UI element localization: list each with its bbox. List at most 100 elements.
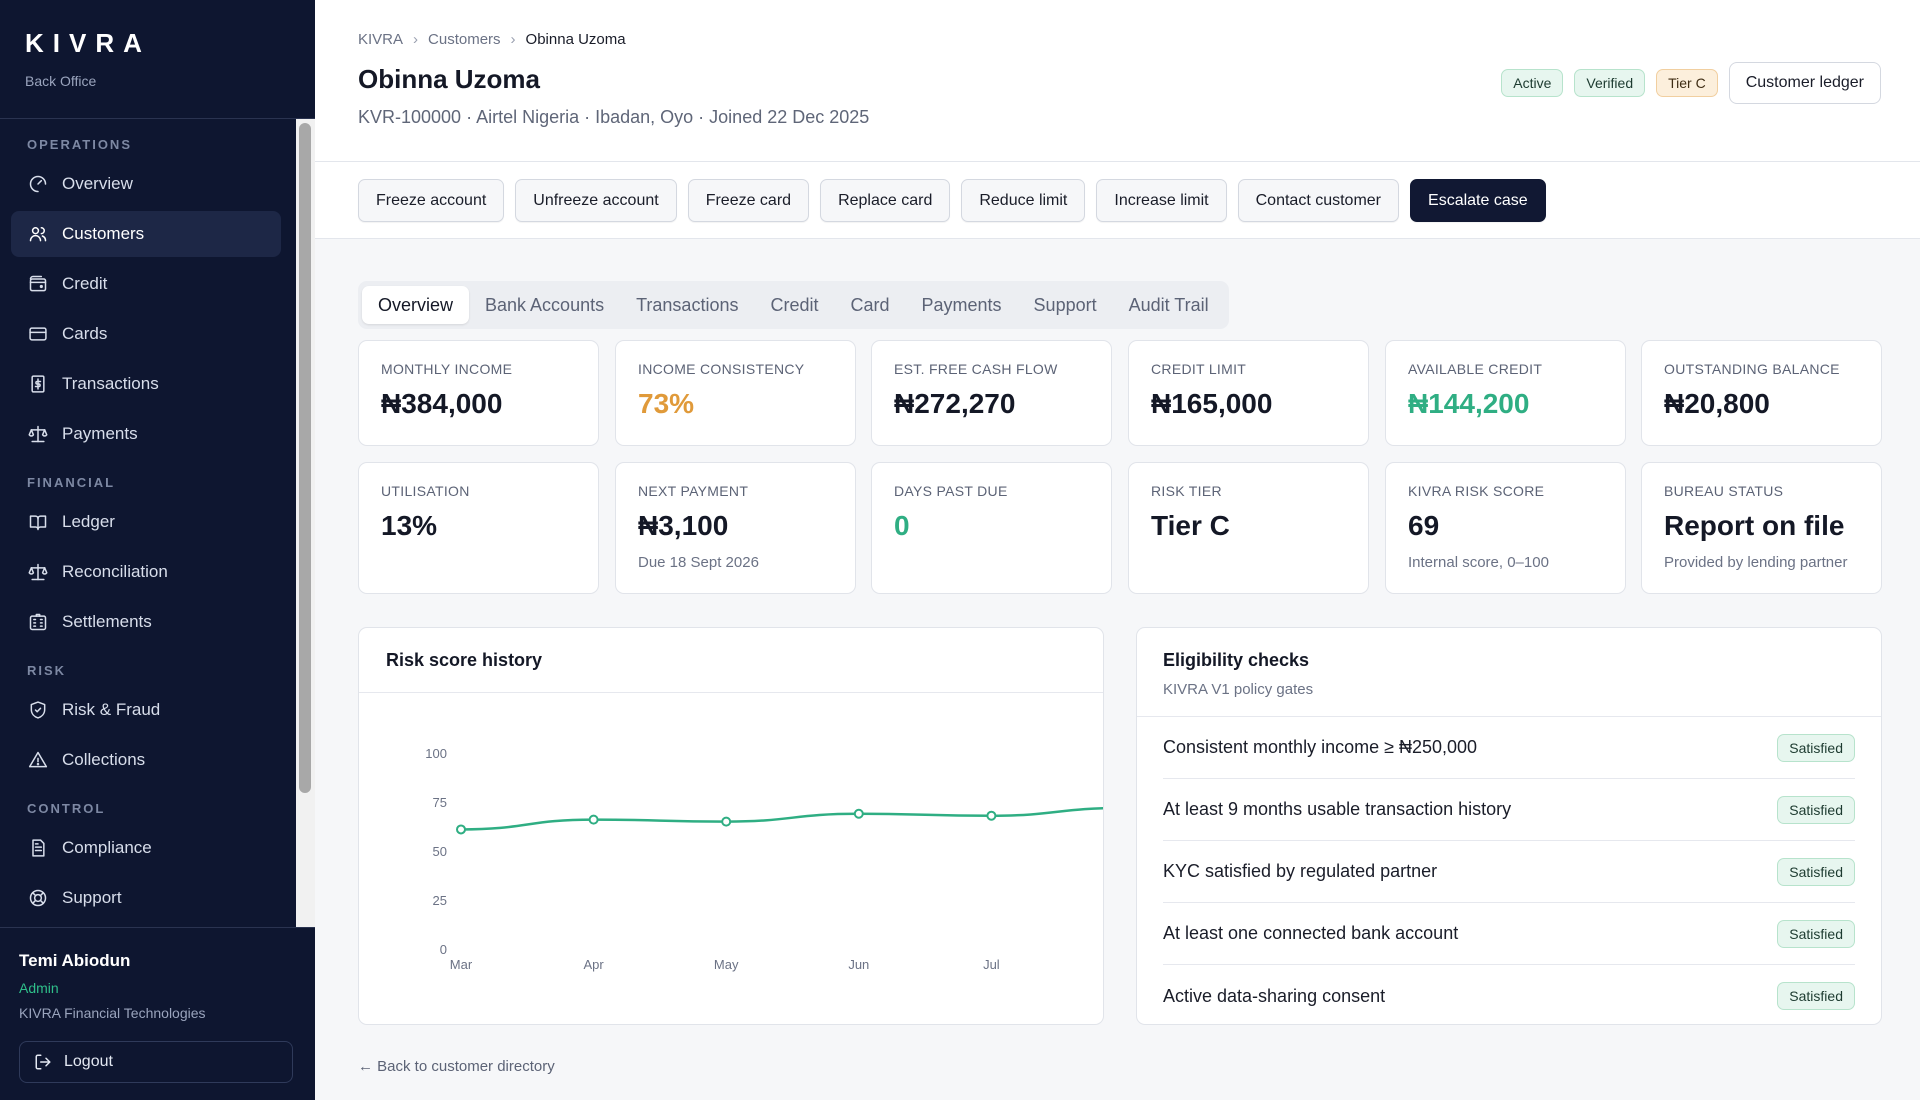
reduce-limit-button[interactable]: Reduce limit — [961, 179, 1086, 222]
freeze-card-button[interactable]: Freeze card — [687, 179, 810, 222]
metric-label: AVAILABLE CREDIT — [1408, 361, 1543, 377]
page-title: Obinna Uzoma — [358, 64, 541, 94]
metric-card-risk-tier: RISK TIER Tier C — [1128, 462, 1369, 594]
sidebar-item-label: Cards — [62, 324, 108, 343]
tab-transactions[interactable]: Transactions — [636, 295, 739, 315]
tab-overview[interactable]: Overview — [362, 286, 470, 324]
escalate-case-button[interactable]: Escalate case — [1410, 179, 1546, 222]
metric-card-next-payment: NEXT PAYMENT ₦3,100 Due 18 Sept 2026 — [615, 462, 856, 594]
breadcrumb: KIVRA › Customers › Obinna Uzoma — [358, 31, 626, 48]
sidebar-item-overview[interactable]: Overview — [11, 161, 281, 207]
receipt-icon — [31, 375, 45, 393]
metric-label: KIVRA RISK SCORE — [1408, 483, 1545, 499]
metric-value: 0 — [894, 510, 910, 541]
metric-label: BUREAU STATUS — [1664, 483, 1784, 499]
user-role: Admin — [19, 980, 59, 996]
x-tick-label: Apr — [583, 957, 604, 972]
metric-label: EST. FREE CASH FLOW — [894, 361, 1058, 377]
data-point[interactable] — [721, 816, 732, 827]
metric-value: 69 — [1408, 510, 1440, 541]
nav-section-heading: FINANCIAL — [27, 475, 116, 490]
sidebar-item-label: Support — [62, 888, 122, 907]
increase-limit-button[interactable]: Increase limit — [1096, 179, 1227, 222]
y-tick-label: 0 — [440, 942, 447, 957]
nav-section-heading: OPERATIONS — [27, 137, 132, 152]
sidebar-item-credit[interactable]: Credit — [11, 261, 281, 307]
brand-logo[interactable]: KIVRA — [25, 28, 151, 58]
metric-card-utilisation: UTILISATION 13% — [358, 462, 599, 594]
breadcrumb-kivra[interactable]: KIVRA — [358, 31, 404, 48]
tab-credit[interactable]: Credit — [770, 295, 819, 315]
metric-value: ₦384,000 — [381, 388, 503, 419]
sidebar-item-label: Collections — [62, 750, 146, 769]
tab-card[interactable]: Card — [850, 295, 890, 315]
action-bar: Freeze account Unfreeze account Freeze car… — [315, 162, 1920, 239]
tab-support[interactable]: Support — [1033, 295, 1097, 315]
risk-score-chart: 0255075100MarAprMayJunJulAug — [425, 746, 1103, 972]
x-tick-label: Mar — [450, 957, 473, 972]
document-icon — [32, 839, 45, 857]
unfreeze-account-button[interactable]: Unfreeze account — [515, 179, 677, 222]
metric-label: UTILISATION — [381, 483, 470, 499]
eligibility-criterion: At least 9 months usable transaction his… — [1163, 799, 1512, 819]
metric-value: ₦272,270 — [894, 388, 1016, 419]
page-header: KIVRA › Customers › Obinna Uzoma Obinna … — [315, 0, 1920, 162]
eligibility-criterion: At least one connected bank account — [1163, 923, 1459, 943]
sidebar-item-label: Overview — [62, 174, 133, 193]
data-point[interactable] — [456, 824, 466, 835]
breadcrumb-customers[interactable]: Customers — [428, 31, 501, 48]
scale-icon — [28, 563, 48, 581]
sidebar-item-collections[interactable]: Collections — [11, 737, 281, 783]
user-block: Temi Abiodun Admin KIVRA Financial Techn… — [0, 927, 315, 1100]
metric-value: 13% — [381, 510, 438, 541]
x-tick-label: May — [714, 957, 739, 972]
sidebar-item-label: Ledger — [62, 512, 115, 531]
sidebar-item-payments[interactable]: Payments — [11, 411, 281, 457]
metric-value: ₦144,200 — [1408, 388, 1530, 419]
metric-label: INCOME CONSISTENCY — [638, 361, 805, 377]
sidebar-item-compliance[interactable]: Compliance — [11, 825, 281, 871]
contact-customer-button[interactable]: Contact customer — [1237, 179, 1400, 222]
customer-ledger-button[interactable]: Customer ledger — [1728, 62, 1881, 104]
freeze-account-button[interactable]: Freeze account — [358, 179, 505, 222]
data-point[interactable] — [986, 810, 997, 821]
tab-payments[interactable]: Payments — [921, 295, 1002, 315]
metric-card-available-credit: AVAILABLE CREDIT ₦144,200 — [1385, 340, 1626, 446]
back-to-directory-link[interactable]: ← Back to customer directory — [358, 1058, 555, 1075]
sidebar-scrollbar[interactable] — [296, 119, 315, 927]
eligibility-list: Consistent monthly income ≥ ₦250,000 Sat… — [1137, 717, 1881, 1027]
metric-note: Internal score, 0–100 — [1408, 554, 1549, 571]
sidebar-item-settlements[interactable]: Settlements — [11, 599, 281, 645]
shield-icon — [30, 701, 46, 719]
header-status: Active Verified Tier C Customer ledger — [1490, 62, 1881, 104]
tab-audit-trail[interactable]: Audit Trail — [1128, 295, 1209, 315]
logout-button[interactable]: Logout — [19, 1041, 293, 1083]
replace-card-button[interactable]: Replace card — [820, 179, 951, 222]
metric-value: ₦20,800 — [1664, 388, 1770, 419]
data-point[interactable] — [853, 808, 864, 819]
sidebar-scrollbar-thumb[interactable] — [299, 123, 311, 793]
customer-meta: KVR-100000 · Airtel Nigeria · Ibadan, Oy… — [358, 107, 870, 127]
sidebar-item-cards[interactable]: Cards — [11, 311, 281, 357]
eligibility-row: At least 9 months usable transaction his… — [1163, 779, 1855, 841]
sidebar-nav: OPERATIONS Overview Customers Credit Cards Tr… — [0, 119, 296, 927]
metric-card-income-consistency: INCOME CONSISTENCY 73% — [615, 340, 856, 446]
sidebar-item-ledger[interactable]: Ledger — [11, 499, 281, 545]
tab-bank-accounts[interactable]: Bank Accounts — [485, 295, 605, 315]
logout-icon — [35, 1054, 51, 1070]
gauge-icon — [29, 175, 47, 193]
y-tick-label: 75 — [433, 795, 447, 810]
metric-label: NEXT PAYMENT — [638, 483, 749, 499]
sidebar-item-risk-fraud[interactable]: Risk & Fraud — [11, 687, 281, 733]
sidebar-item-customers[interactable]: Customers — [11, 211, 281, 257]
metric-card-est-free-cash-flow: EST. FREE CASH FLOW ₦272,270 — [871, 340, 1112, 446]
y-tick-label: 50 — [433, 844, 447, 859]
metric-card-credit-limit: CREDIT LIMIT ₦165,000 — [1128, 340, 1369, 446]
data-point[interactable] — [588, 814, 599, 825]
eligibility-header: Eligibility checks KIVRA V1 policy gates — [1137, 628, 1881, 717]
sidebar-item-support[interactable]: Support — [11, 875, 281, 921]
sidebar-item-reconciliation[interactable]: Reconciliation — [11, 549, 281, 595]
metric-card-days-past-due: DAYS PAST DUE 0 — [871, 462, 1112, 594]
eligibility-card: Eligibility checks KIVRA V1 policy gates… — [1136, 627, 1882, 1025]
sidebar-item-transactions[interactable]: Transactions — [11, 361, 281, 407]
